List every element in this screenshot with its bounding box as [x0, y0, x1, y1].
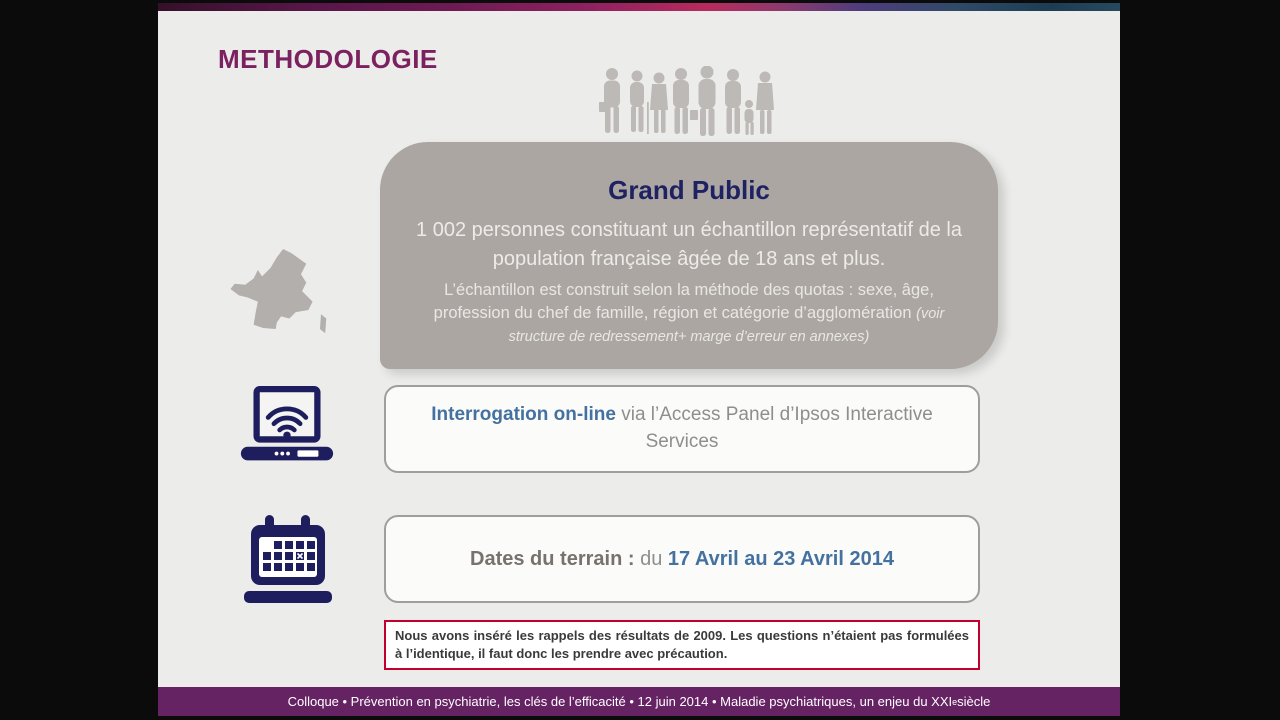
- grand-public-panel: Grand Public 1 002 personnes constituant…: [380, 142, 998, 369]
- dates-connector: du: [634, 548, 668, 570]
- online-bold-text: Interrogation on-line: [431, 404, 616, 426]
- slide: METHODOLOGIE: [158, 0, 1120, 720]
- footer-text-end: siècle: [957, 694, 991, 709]
- grand-public-sample-text: 1 002 personnes constituant un échantill…: [416, 219, 962, 270]
- top-gradient-strip: [158, 3, 1120, 11]
- dates-label: Dates du terrain :: [470, 548, 635, 570]
- slide-content: METHODOLOGIE: [158, 11, 1120, 687]
- online-interrogation-box: Interrogation on-line via l’Access Panel…: [384, 385, 980, 473]
- laptop-wifi-icon: [240, 386, 334, 461]
- online-interrogation-text: Interrogation on-line via l’Access Panel…: [406, 402, 958, 455]
- grand-public-method-text: L’échantillon est construit selon la mét…: [380, 279, 998, 348]
- slide-title: METHODOLOGIE: [218, 44, 438, 74]
- calendar-icon: [244, 515, 332, 603]
- people-silhouettes-icon: [599, 66, 774, 136]
- online-rest-text: via l’Access Panel d’Ipsos Interactive S…: [615, 404, 933, 452]
- footer-text: Colloque • Prévention en psychiatrie, le…: [287, 694, 953, 709]
- method-text: L’échantillon est construit selon la mét…: [433, 281, 934, 323]
- france-map-icon: [230, 249, 327, 334]
- dates-text: Dates du terrain : du 17 Avril au 23 Avr…: [470, 545, 894, 573]
- method-text-italic: (voir structure de redressement+ marge d…: [508, 306, 945, 346]
- dates-box: Dates du terrain : du 17 Avril au 23 Avr…: [384, 515, 980, 603]
- grand-public-heading: Grand Public: [608, 175, 770, 205]
- dates-value: 17 Avril au 23 Avril 2014: [667, 548, 894, 570]
- warning-note: Nous avons inséré les rappels des résult…: [384, 620, 980, 671]
- footer-bar: Colloque • Prévention en psychiatrie, le…: [158, 687, 1120, 716]
